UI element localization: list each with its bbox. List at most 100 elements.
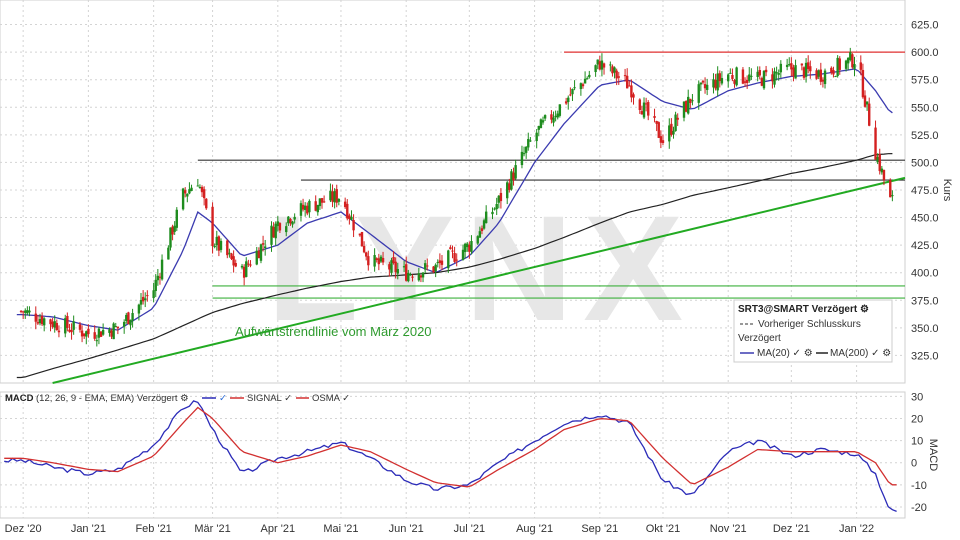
candle-body xyxy=(527,139,530,148)
candle-body xyxy=(588,74,591,78)
candle-body xyxy=(482,220,486,229)
price-tick-label: 475.0 xyxy=(911,185,939,197)
candle-body xyxy=(348,215,351,219)
candle-body xyxy=(423,263,427,270)
candle-body xyxy=(291,221,294,225)
candle-body xyxy=(447,250,450,269)
candle-body xyxy=(213,245,216,248)
candle-body xyxy=(596,59,599,65)
candle-body xyxy=(594,65,597,73)
candle-body xyxy=(320,198,324,203)
candle-body xyxy=(844,60,848,69)
price-tick-label: 425.0 xyxy=(911,240,939,252)
candle-body xyxy=(343,201,347,208)
candle-body xyxy=(874,127,877,160)
candle-body xyxy=(255,250,258,265)
candle-body xyxy=(329,190,332,201)
candle-body xyxy=(42,318,46,326)
candle-body xyxy=(697,84,700,103)
candle-body xyxy=(535,132,538,142)
candle-body xyxy=(421,272,425,278)
candle-body xyxy=(573,87,576,89)
macd-title: MACD xyxy=(5,393,34,404)
candle-body xyxy=(335,189,338,203)
candle-body xyxy=(392,257,395,264)
candle-body xyxy=(34,313,37,322)
candle-body xyxy=(249,264,252,266)
candle-body xyxy=(141,296,145,302)
price-tick-label: 625.0 xyxy=(911,20,939,32)
candle-body xyxy=(390,260,393,273)
candle-body xyxy=(687,96,690,114)
candle-body xyxy=(316,204,320,213)
candle-body xyxy=(308,200,311,213)
candle-body xyxy=(158,276,162,278)
candle-body xyxy=(836,57,839,76)
candle-body xyxy=(476,236,479,244)
candle-body xyxy=(556,113,559,118)
candle-body xyxy=(171,226,174,235)
candle-body xyxy=(853,64,856,69)
candle-body xyxy=(64,318,67,334)
candle-body xyxy=(491,211,494,215)
candle-body xyxy=(24,310,27,313)
candle-body xyxy=(184,190,187,194)
candle-body xyxy=(733,80,736,84)
x-tick-label: Dez '21 xyxy=(773,523,810,535)
candle-body xyxy=(865,101,869,105)
candle-body xyxy=(436,262,439,264)
price-tick-label: 325.0 xyxy=(911,350,939,362)
candle-body xyxy=(581,84,585,87)
candle-body xyxy=(788,64,791,66)
candle-body xyxy=(453,253,456,262)
candle-body xyxy=(701,80,705,83)
candle-body xyxy=(771,74,774,82)
candle-body xyxy=(609,64,612,66)
candle-body xyxy=(169,227,172,248)
watermark-logo: LYNX xyxy=(267,184,693,352)
candle-body xyxy=(156,275,160,281)
candle-body xyxy=(775,72,778,74)
candle-body xyxy=(655,120,658,124)
candle-body xyxy=(196,185,200,187)
candle-body xyxy=(800,63,804,66)
candle-body xyxy=(167,247,170,260)
legend-title: SRT3@SMART Verzögert ⚙ xyxy=(738,304,869,315)
candle-body xyxy=(57,330,61,333)
candle-body xyxy=(198,186,202,188)
macd-plot-area xyxy=(0,391,906,519)
candle-body xyxy=(510,171,513,190)
candle-body xyxy=(617,76,620,78)
candle-body xyxy=(139,300,143,305)
candle-body xyxy=(522,153,526,155)
candle-body xyxy=(131,313,134,321)
candle-body xyxy=(623,75,627,77)
candles xyxy=(19,47,894,347)
candle-body xyxy=(691,100,694,102)
candle-body xyxy=(499,192,503,202)
candle-body xyxy=(817,70,820,77)
candle-body xyxy=(93,332,96,339)
candle-body xyxy=(449,247,452,250)
candle-body xyxy=(272,226,275,238)
candle-body xyxy=(613,67,616,73)
x-tick-label: Dez '20 xyxy=(5,523,42,535)
candle-body xyxy=(644,103,648,105)
candle-body xyxy=(314,201,317,211)
candle-body xyxy=(657,122,660,138)
candle-body xyxy=(674,114,677,132)
candle-body xyxy=(375,258,378,261)
candle-body xyxy=(293,216,296,220)
candle-body xyxy=(567,97,570,103)
candle-body xyxy=(438,260,442,264)
candle-body xyxy=(289,219,292,224)
candle-body xyxy=(745,79,749,83)
macd-series-signal xyxy=(4,406,897,488)
candle-body xyxy=(365,252,368,257)
candle-body xyxy=(705,84,709,90)
ma-line-ma20 xyxy=(16,68,893,331)
candle-body xyxy=(602,63,606,68)
candle-body xyxy=(337,198,341,202)
